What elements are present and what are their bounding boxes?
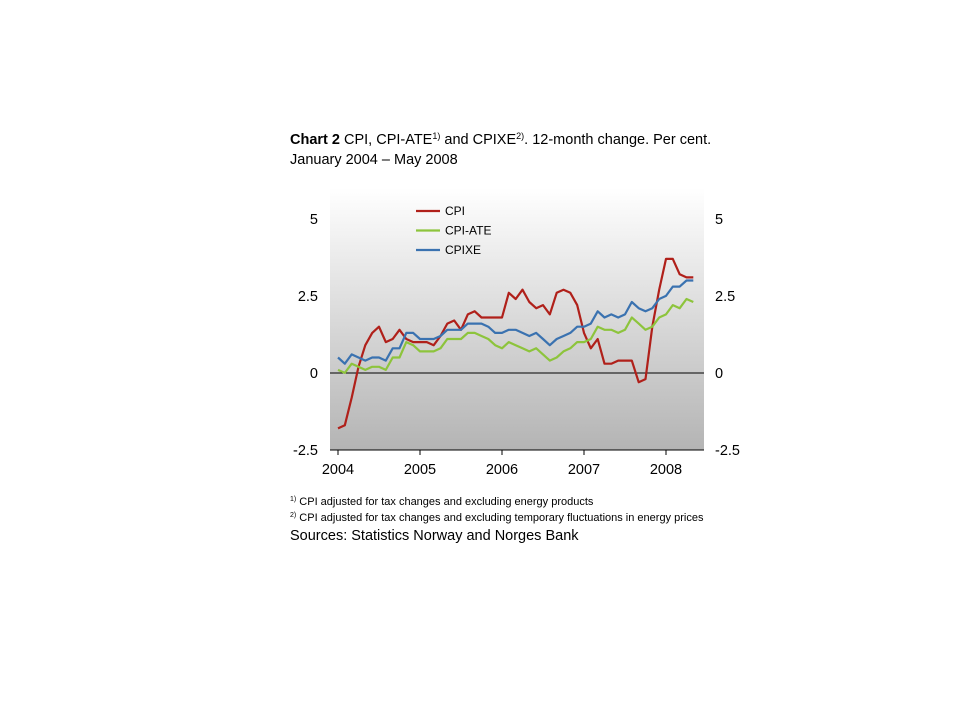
footnotes: 1) CPI adjusted for tax changes and excl… <box>290 494 730 545</box>
x-tick-label: 2008 <box>650 462 682 478</box>
chart-number: Chart 2 <box>290 132 340 148</box>
footnote-2-text: CPI adjusted for tax changes and excludi… <box>296 512 704 524</box>
legend-label-cpixe: CPIXE <box>445 243 481 257</box>
title-text-3: . 12-month change. Per cent. January 200… <box>290 132 712 168</box>
legend-label-cpi-ate: CPI-ATE <box>445 224 491 238</box>
y-tick-label-left: 2.5 <box>298 289 318 305</box>
x-tick-label: 2006 <box>486 462 518 478</box>
y-tick-label-left: 5 <box>310 212 318 228</box>
title-footnote-ref-2: 2) <box>516 131 525 141</box>
title-footnote-ref-1: 1) <box>432 131 441 141</box>
x-tick-label: 2005 <box>404 462 436 478</box>
footnote-1-text: CPI adjusted for tax changes and excludi… <box>296 496 594 508</box>
series-line-cpi-ate <box>337 297 694 374</box>
plot-area <box>330 188 704 450</box>
chart-title: Chart 2 CPI, CPI-ATE1) and CPIXE2). 12-m… <box>290 130 730 170</box>
y-tick-label-right: 0 <box>715 366 723 382</box>
sources-note: Sources: Statistics Norway and Norges Ba… <box>290 528 579 544</box>
footnote-1-marker: 1) <box>290 496 297 503</box>
title-text-2: and CPIXE <box>440 132 517 148</box>
footnote-1: 1) CPI adjusted for tax changes and excl… <box>290 494 730 510</box>
y-tick-label-left: -2.5 <box>293 443 318 459</box>
footnote-2: 2) CPI adjusted for tax changes and excl… <box>290 510 730 526</box>
y-tick-label-left: 0 <box>310 366 318 382</box>
series-line-cpi <box>337 257 694 430</box>
x-tick-label: 2004 <box>322 462 354 478</box>
x-tick-label: 2007 <box>568 462 600 478</box>
title-text-1: CPI, CPI-ATE <box>339 132 433 148</box>
y-tick-label-right: 5 <box>715 212 723 228</box>
y-tick-label-right: 2.5 <box>715 289 735 305</box>
legend-label-cpi: CPI <box>445 204 465 218</box>
y-tick-label-right: -2.5 <box>715 443 740 459</box>
series-line-cpixe <box>337 279 694 365</box>
footnote-2-marker: 2) <box>290 512 297 519</box>
